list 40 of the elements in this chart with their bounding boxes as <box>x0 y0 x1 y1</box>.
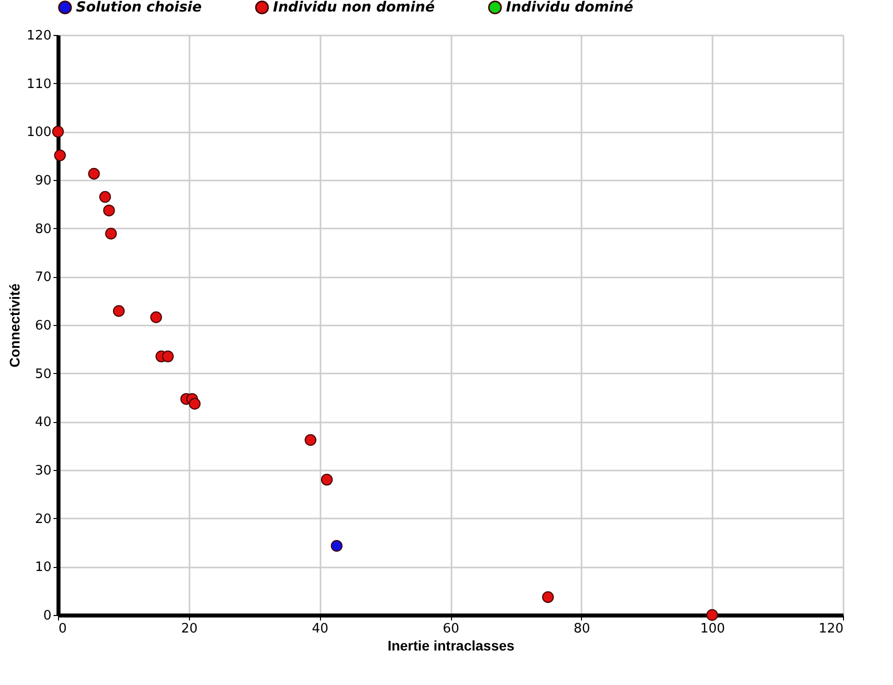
point <box>330 540 343 552</box>
y-tick-label: 40 <box>34 415 52 430</box>
y-tick-label: 0 <box>43 608 52 624</box>
legend-label: Solution choisie <box>76 0 202 16</box>
point <box>88 168 100 180</box>
x-tick-label: 40 <box>312 622 328 636</box>
point <box>103 204 115 216</box>
point <box>150 311 162 324</box>
point <box>54 150 66 162</box>
x-tick-label: 0 <box>58 622 67 636</box>
point <box>105 228 117 240</box>
x-tick-label: 120 <box>818 622 844 636</box>
y-tick-label: 70 <box>34 270 52 286</box>
point <box>542 591 554 603</box>
point <box>99 191 111 203</box>
y-tick-label: 60 <box>34 318 52 334</box>
point <box>162 350 174 362</box>
y-tick-label: 100 <box>26 125 52 140</box>
legend-label: Individu non dominé <box>273 0 436 16</box>
y-tick-label: 110 <box>26 76 52 92</box>
x-tick-label: 80 <box>574 622 590 636</box>
point <box>304 434 316 446</box>
y-tick-label: 120 <box>26 28 52 44</box>
legend-label: Individu dominé <box>506 0 634 16</box>
point <box>52 126 64 138</box>
y-tick-label: 10 <box>34 560 52 576</box>
y-tick-label: 50 <box>34 366 52 382</box>
y-tick-label: 30 <box>34 464 52 478</box>
y-tick-label: 20 <box>34 512 52 527</box>
point <box>112 305 125 317</box>
y-tick-label: 90 <box>34 174 52 188</box>
x-tick-label: 100 <box>700 622 726 636</box>
y-tick-label: 80 <box>34 222 52 237</box>
point <box>188 398 201 410</box>
point <box>321 474 333 486</box>
x-tick-label: 60 <box>442 622 460 636</box>
x-axis-title: Inertie intraclasses <box>388 638 515 654</box>
point <box>706 609 718 621</box>
y-axis-title: Connectivité <box>6 283 23 368</box>
x-tick-label: 20 <box>181 622 198 636</box>
